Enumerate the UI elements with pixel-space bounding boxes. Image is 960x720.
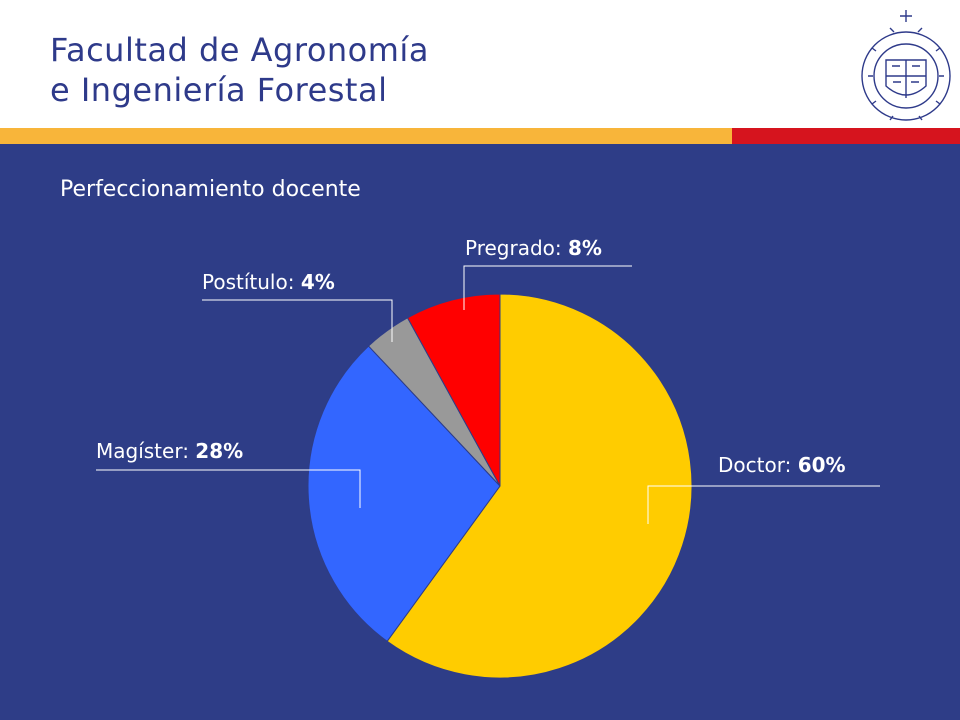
title-line-1: Facultad de Agronomía (50, 31, 429, 69)
leader-line-postitulo (202, 299, 393, 342)
data-label-pregrado: Pregrado: 8% (465, 236, 602, 260)
data-label-doctor: Doctor: 60% (718, 453, 846, 477)
data-label-value: 28% (195, 439, 243, 463)
data-label-magister: Magíster: 28% (96, 439, 243, 463)
header-stripe-red (732, 128, 960, 144)
data-label-name: Magíster: (96, 439, 195, 463)
header: Facultad de Agronomía e Ingeniería Fores… (0, 0, 960, 128)
slide-subtitle: Perfeccionamiento docente (60, 177, 361, 202)
pie-slice-doctor (386, 293, 693, 679)
university-seal-logo (861, 10, 951, 121)
data-label-name: Doctor: (718, 453, 798, 477)
pie-slice-pregrado (406, 293, 501, 487)
title-line-2: e Ingeniería Forestal (50, 71, 388, 109)
leader-line-doctor (647, 485, 880, 524)
data-label-value: 4% (301, 270, 335, 294)
leader-line-pregrado (463, 265, 632, 310)
page-title: Facultad de Agronomía e Ingeniería Fores… (50, 30, 429, 110)
pie-slice-magister (307, 345, 501, 643)
data-label-postitulo: Postítulo: 4% (202, 270, 335, 294)
leader-line-magister (96, 469, 361, 508)
data-label-value: 8% (568, 236, 602, 260)
header-stripe-yellow (0, 128, 732, 144)
data-label-value: 60% (798, 453, 846, 477)
data-label-name: Pregrado: (465, 236, 568, 260)
data-label-name: Postítulo: (202, 270, 301, 294)
